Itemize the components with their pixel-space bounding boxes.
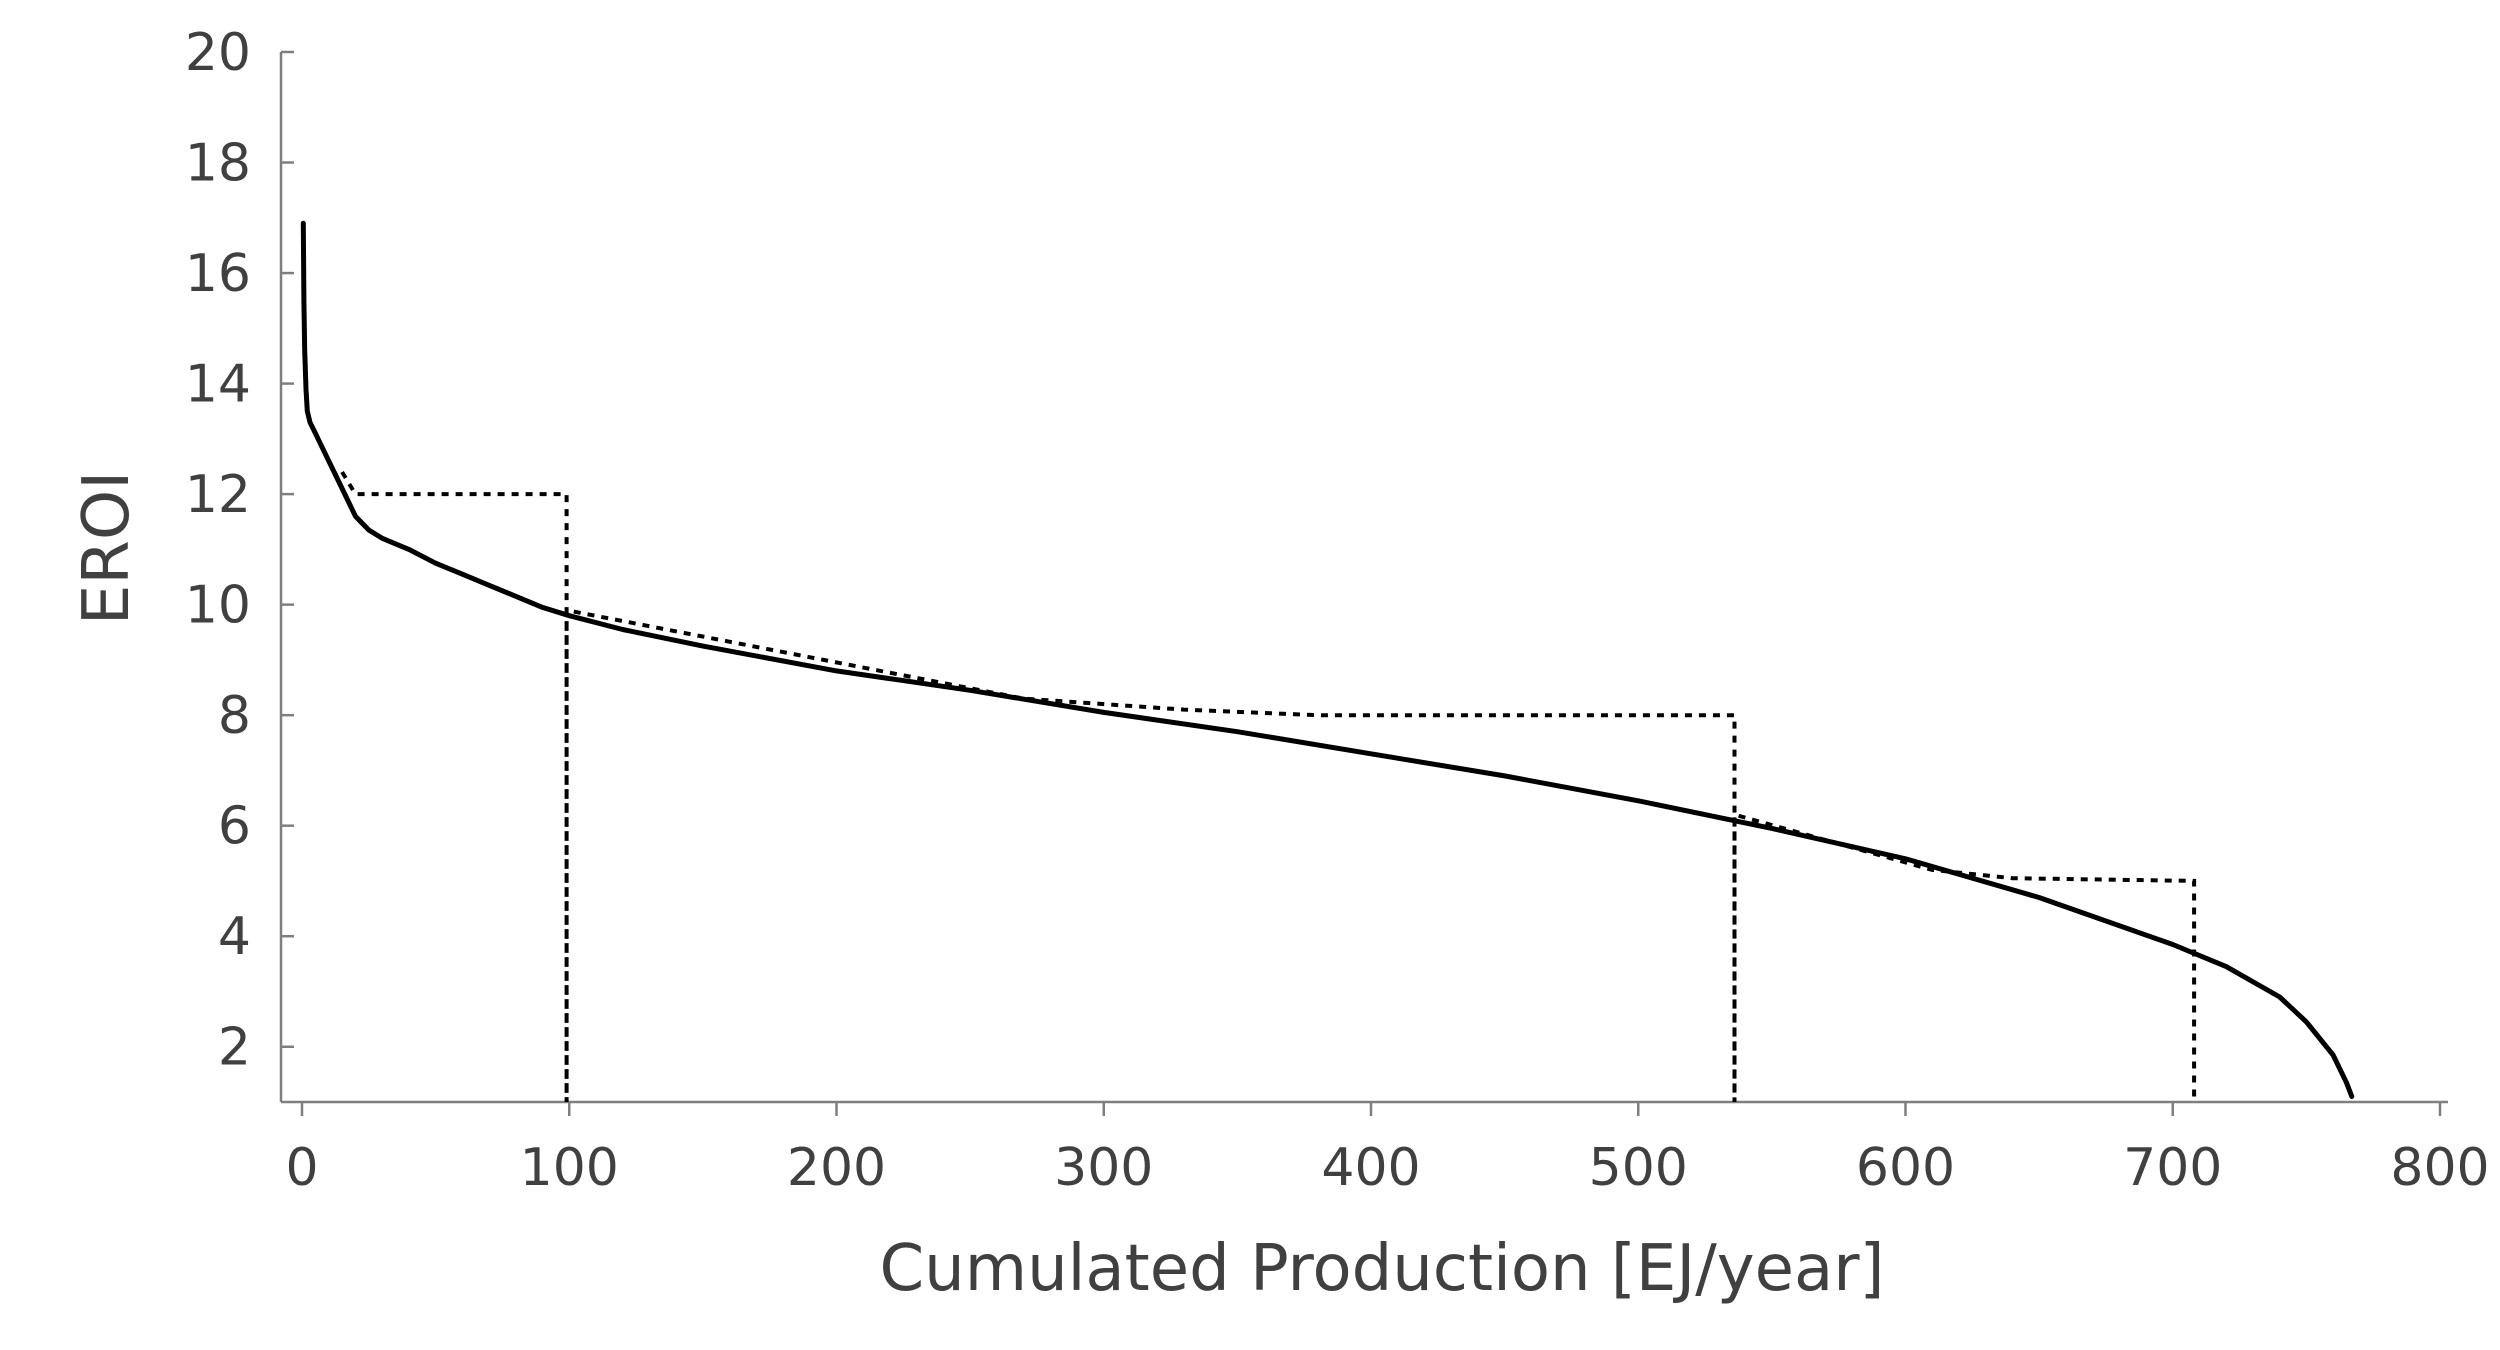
dotted-step-series: [340, 470, 2197, 1102]
eroi-curve-series: [300, 220, 2355, 1099]
y-tick-label: 4: [218, 907, 251, 967]
y-tick-label: 8: [218, 686, 251, 746]
y-tick-label: 10: [185, 576, 251, 636]
y-tick-label: 12: [185, 465, 251, 525]
y-axis: 2 4 6 8 10 12 14 16 18 20: [185, 23, 294, 1102]
x-axis-label: Cumulated Production [EJ/year]: [879, 1232, 1884, 1306]
x-tick-label: 800: [2390, 1138, 2489, 1198]
x-tick-label: 500: [1589, 1138, 1688, 1198]
y-tick-label: 16: [185, 244, 251, 304]
y-tick-label: 18: [185, 134, 251, 194]
x-axis: 0 100 200 300 400 500 600 700 800: [281, 1100, 2490, 1198]
x-tick-label: 0: [285, 1138, 318, 1198]
series-layer: [300, 220, 2355, 1102]
x-tick-label: 400: [1321, 1138, 1420, 1198]
x-tick-label: 300: [1054, 1138, 1153, 1198]
x-tick-label: 600: [1856, 1138, 1955, 1198]
y-tick-label: 2: [218, 1018, 251, 1078]
y-tick-label: 6: [218, 797, 251, 857]
y-tick-label: 20: [185, 23, 251, 83]
x-tick-label: 100: [520, 1138, 619, 1198]
x-tick-label: 700: [2123, 1138, 2222, 1198]
y-axis-label: EROI: [70, 471, 144, 625]
x-tick-label: 200: [787, 1138, 886, 1198]
y-tick-label: 14: [185, 355, 251, 415]
